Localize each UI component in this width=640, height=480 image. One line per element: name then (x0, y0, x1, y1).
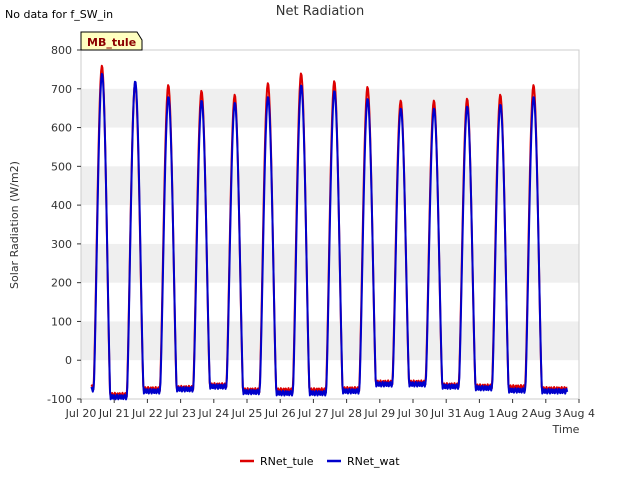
grid-band (81, 321, 579, 361)
x-tick-label: Jul 24 (197, 407, 229, 420)
x-tick-label: Jul 28 (330, 407, 362, 420)
x-tick-label: Jul 20 (65, 407, 97, 420)
x-tick-label: Jul 31 (430, 407, 462, 420)
x-tick-label: Jul 23 (164, 407, 196, 420)
legend-label-rnet-wat: RNet_wat (347, 455, 400, 468)
y-tick-label: -100 (47, 393, 72, 406)
x-tick-label: Aug 1 (463, 407, 495, 420)
y-tick-label: 100 (51, 315, 72, 328)
legend-label-rnet-tule: RNet_tule (260, 455, 314, 468)
y-tick-label: 0 (65, 354, 72, 367)
x-tick-label: Aug 4 (563, 407, 595, 420)
site-badge: MB_tule (80, 31, 143, 51)
series-line-rnet-wat (90, 72, 569, 401)
x-axis: Jul 20 Jul 21 Jul 22 Jul 23 Jul 24 Jul 25 Jul … (65, 399, 595, 420)
badge-label: MB_tule (87, 36, 136, 49)
legend: RNet_tule RNet_wat (240, 455, 400, 468)
grid-band (81, 88, 579, 128)
x-tick-label: Jul 29 (363, 407, 395, 420)
x-tick-label: Aug 3 (530, 407, 562, 420)
y-axis: -100 0 100 200 300 400 500 600 700 800 (47, 44, 81, 406)
y-tick-label: 300 (51, 238, 72, 251)
x-tick-label: Jul 25 (231, 407, 263, 420)
x-tick-label: Jul 21 (98, 407, 130, 420)
x-tick-label: Jul 22 (131, 407, 163, 420)
y-tick-label: 200 (51, 277, 72, 290)
x-axis-label: Time (552, 423, 580, 436)
y-tick-label: 500 (51, 160, 72, 173)
y-axis-label: Solar Radiation (W/m2) (8, 161, 21, 289)
x-tick-label: Jul 26 (264, 407, 296, 420)
badge-box (80, 31, 143, 51)
x-tick-label: Aug 2 (497, 407, 529, 420)
plot-border (80, 49, 580, 400)
chart-title: Net Radiation (276, 4, 364, 19)
y-tick-label: 400 (51, 199, 72, 212)
y-tick-label: 700 (51, 83, 72, 96)
no-data-notice: No data for f_SW_in (5, 8, 113, 21)
y-tick-label: 600 (51, 122, 72, 135)
x-tick-label: Jul 27 (297, 407, 329, 420)
x-tick-label: Jul 30 (397, 407, 429, 420)
series-layer (90, 64, 569, 401)
y-tick-label: 800 (51, 44, 72, 57)
